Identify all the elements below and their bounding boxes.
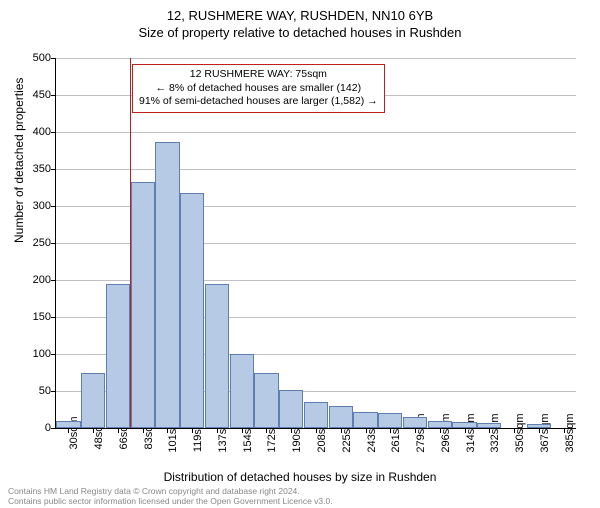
footer-attribution: Contains HM Land Registry data © Crown c…	[8, 486, 333, 506]
histogram-bar	[81, 373, 105, 429]
histogram-bar	[353, 412, 377, 428]
gridline	[56, 132, 576, 133]
histogram-bar	[230, 354, 254, 428]
ytick-label: 350	[33, 163, 51, 175]
page-title-sub: Size of property relative to detached ho…	[0, 25, 600, 40]
page-title-main: 12, RUSHMERE WAY, RUSHDEN, NN10 6YB	[0, 8, 600, 23]
xtick-label: 385sqm	[564, 413, 576, 452]
histogram-bar	[106, 284, 130, 428]
histogram-bar	[155, 142, 179, 428]
xtick-label: 367sqm	[539, 413, 551, 452]
x-axis-label: Distribution of detached houses by size …	[0, 470, 600, 484]
histogram-bar	[477, 423, 501, 428]
property-marker-line	[130, 58, 131, 428]
ytick-label: 150	[33, 311, 51, 323]
histogram-bar	[527, 424, 551, 428]
histogram-bar	[254, 373, 278, 429]
ytick-label: 0	[45, 422, 51, 434]
ytick-label: 300	[33, 200, 51, 212]
ytick-label: 100	[33, 348, 51, 360]
ytick-mark	[51, 428, 56, 429]
plot-region: 05010015020025030035040045050030sqm48sqm…	[55, 58, 576, 429]
annotation-line-1: 12 RUSHMERE WAY: 75sqm	[139, 68, 378, 82]
chart-area: 05010015020025030035040045050030sqm48sqm…	[55, 58, 575, 428]
histogram-bar	[304, 402, 328, 428]
xtick-label: 350sqm	[514, 413, 526, 452]
footer-line-1: Contains HM Land Registry data © Crown c…	[8, 486, 333, 496]
histogram-bar	[131, 182, 155, 428]
annotation-line-2: ← 8% of detached houses are smaller (142…	[139, 82, 378, 96]
ytick-label: 250	[33, 237, 51, 249]
histogram-bar	[205, 284, 229, 428]
gridline	[56, 58, 576, 59]
xtick-label: 296sqm	[440, 413, 452, 452]
histogram-bar	[180, 193, 204, 428]
histogram-bar	[378, 413, 402, 428]
histogram-bar	[56, 421, 80, 428]
xtick-label: 332sqm	[489, 413, 501, 452]
footer-line-2: Contains public sector information licen…	[8, 496, 333, 506]
histogram-bar	[279, 390, 303, 428]
histogram-bar	[428, 421, 452, 428]
histogram-bar	[452, 422, 476, 428]
histogram-bar	[403, 417, 427, 428]
y-axis-label: Number of detached properties	[12, 78, 26, 243]
xtick-label: 314sqm	[465, 413, 477, 452]
annotation-box: 12 RUSHMERE WAY: 75sqm ← 8% of detached …	[132, 64, 385, 113]
histogram-bar	[329, 406, 353, 428]
ytick-label: 450	[33, 89, 51, 101]
annotation-line-3: 91% of semi-detached houses are larger (…	[139, 95, 378, 109]
ytick-label: 200	[33, 274, 51, 286]
ytick-label: 400	[33, 126, 51, 138]
ytick-label: 500	[33, 52, 51, 64]
ytick-label: 50	[39, 385, 51, 397]
gridline	[56, 169, 576, 170]
